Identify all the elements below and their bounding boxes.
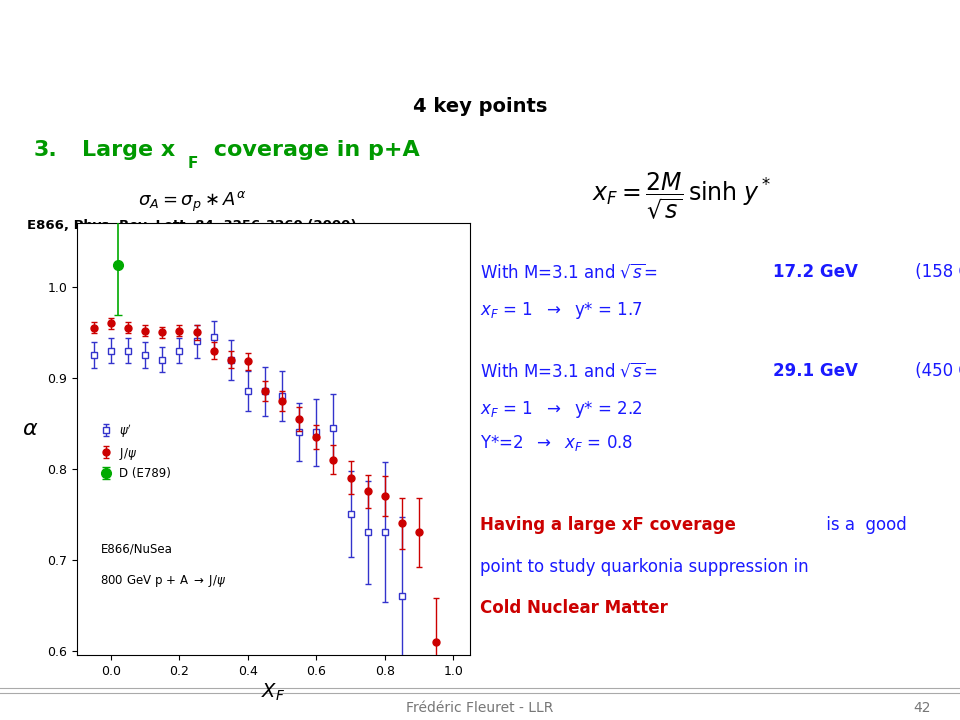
- Text: With M=3.1 and $\sqrt{s}$=: With M=3.1 and $\sqrt{s}$=: [480, 264, 658, 282]
- Text: 17.2 GeV: 17.2 GeV: [773, 264, 857, 282]
- Text: $x_F$ = 1  $\rightarrow$  y* = 1.7: $x_F$ = 1 $\rightarrow$ y* = 1.7: [480, 300, 642, 321]
- Text: Y*=2  $\rightarrow$  $x_F$ = 0.8: Y*=2 $\rightarrow$ $x_F$ = 0.8: [480, 433, 633, 453]
- Y-axis label: $\alpha$: $\alpha$: [22, 419, 38, 439]
- Legend: $\psi'$, J/$\psi$, D (E789): $\psi'$, J/$\psi$, D (E789): [94, 418, 176, 485]
- Text: E866/NuSea: E866/NuSea: [101, 543, 172, 556]
- Text: With M=3.1 and $\sqrt{s}$=: With M=3.1 and $\sqrt{s}$=: [480, 362, 658, 380]
- Text: $x_F$ = 1  $\rightarrow$  y* = 2.2: $x_F$ = 1 $\rightarrow$ y* = 2.2: [480, 399, 643, 420]
- Text: Experimental challenges: Experimental challenges: [191, 17, 769, 59]
- Text: $\sigma_A = \sigma_p \ast A^{\alpha}$: $\sigma_A = \sigma_p \ast A^{\alpha}$: [138, 189, 246, 214]
- Text: $x_F = \dfrac{2M}{\sqrt{s}}\,{\rm sinh}\; y^*$: $x_F = \dfrac{2M}{\sqrt{s}}\,{\rm sinh}\…: [592, 171, 771, 222]
- Text: F: F: [187, 156, 198, 171]
- Text: Cold Nuclear Matter: Cold Nuclear Matter: [480, 600, 668, 618]
- Text: (158 GeV): (158 GeV): [910, 264, 960, 282]
- Text: 42: 42: [914, 701, 931, 716]
- Text: Large x: Large x: [82, 140, 175, 161]
- Text: 800 GeV p + A $\to$ J/$\psi$: 800 GeV p + A $\to$ J/$\psi$: [101, 573, 227, 589]
- Text: Having a large xF coverage: Having a large xF coverage: [480, 516, 736, 534]
- Text: 29.1 GeV: 29.1 GeV: [773, 362, 857, 380]
- Text: (450 GeV): (450 GeV): [910, 362, 960, 380]
- Text: point to study quarkonia suppression in: point to study quarkonia suppression in: [480, 557, 808, 575]
- Text: coverage in p+A: coverage in p+A: [206, 140, 420, 161]
- Text: Frédéric Fleuret - LLR: Frédéric Fleuret - LLR: [406, 701, 554, 716]
- Text: is a  good: is a good: [821, 516, 906, 534]
- Text: E866, Phys. Rev. Lett. 84, 3256-3260 (2000): E866, Phys. Rev. Lett. 84, 3256-3260 (20…: [27, 219, 357, 232]
- Text: 4 key points: 4 key points: [413, 97, 547, 116]
- Text: 3.: 3.: [34, 140, 58, 161]
- X-axis label: $X_F$: $X_F$: [261, 682, 286, 703]
